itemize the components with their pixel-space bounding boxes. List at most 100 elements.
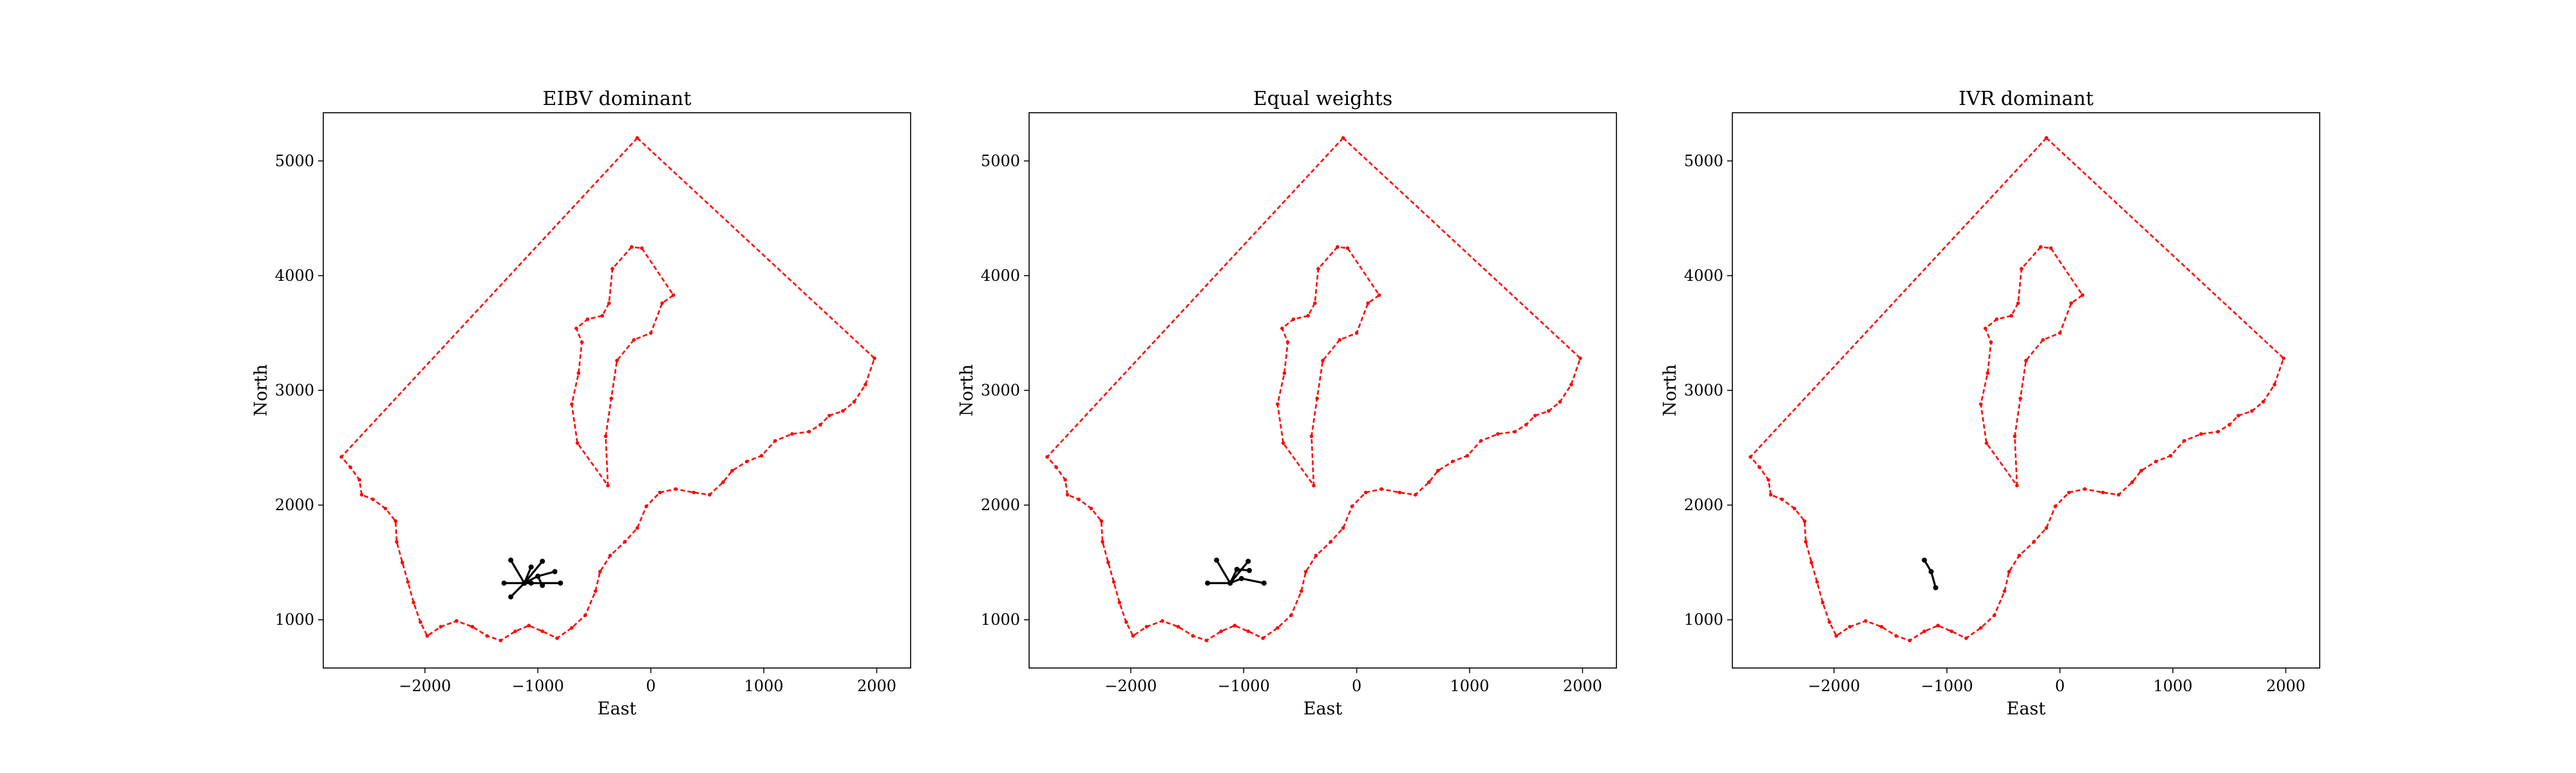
boundary-inner-point: [2015, 484, 2019, 488]
boundary-outer-point: [470, 625, 475, 629]
boundary-inner-point: [611, 267, 614, 271]
boundary-outer-point: [395, 540, 399, 544]
boundary-outer-point: [359, 493, 364, 497]
boundary-outer-point: [1414, 493, 1417, 497]
y-tick-label: 1000: [981, 611, 1020, 629]
boundary-outer-point: [1427, 480, 1431, 484]
boundary-inner-point: [2024, 358, 2028, 363]
boundary-outer-point: [1757, 465, 1761, 470]
boundary-inner-point: [600, 314, 604, 318]
y-axis-label: North: [251, 364, 271, 416]
boundary-outer-point: [674, 487, 677, 491]
boundary-outer-point: [1099, 519, 1104, 523]
path-point: [535, 573, 541, 579]
boundary-outer-point: [425, 634, 430, 638]
boundary-outer-point: [1350, 504, 1354, 508]
panel-title: EIBV dominant: [543, 88, 692, 110]
x-tick-label: 2000: [857, 677, 896, 695]
boundary-outer-point: [1276, 625, 1280, 630]
boundary-outer-point: [498, 638, 503, 643]
path-segment: [1229, 560, 1249, 584]
x-tick-label: −2000: [1104, 677, 1157, 695]
boundary-inner-point: [630, 245, 634, 249]
x-tick-label: −1000: [512, 677, 564, 695]
boundary-outer-point: [1065, 493, 1070, 497]
boundary-outer-point: [873, 356, 876, 360]
x-tick-label: −1000: [1921, 677, 1973, 695]
boundary-inner-point: [1994, 317, 1999, 321]
path-point: [501, 580, 507, 586]
boundary-inner-point: [2049, 246, 2053, 250]
boundary-outer-point: [455, 619, 459, 623]
boundary-inner-point: [1345, 246, 1350, 250]
y-tick-label: 5000: [275, 152, 314, 170]
boundary-outer-point: [583, 613, 587, 617]
boundary-outer-point: [2182, 439, 2186, 443]
boundary-outer-point: [570, 625, 574, 630]
boundary-outer-point: [1979, 625, 1983, 630]
boundary-outer-point: [513, 629, 517, 633]
boundary-inner-point: [1280, 327, 1284, 330]
boundary-outer-point: [2002, 589, 2007, 593]
boundary-outer-point: [1513, 430, 1517, 434]
boundary-outer-point: [540, 629, 545, 633]
boundary-outer-point: [1804, 540, 1808, 544]
boundary-outer-point: [1922, 629, 1926, 633]
boundary-outer-point: [2101, 490, 2105, 495]
boundary-outer-point: [658, 490, 662, 495]
boundary-outer-point: [1219, 629, 1223, 633]
path-point: [508, 557, 514, 563]
boundary-outer-point: [400, 560, 404, 564]
boundary-outer-point: [1546, 409, 1551, 413]
boundary-outer-point: [406, 580, 410, 584]
plot-data: [1748, 136, 2286, 643]
panel-title: IVR dominant: [1958, 88, 2094, 110]
path-point: [540, 558, 545, 564]
boundary-inner-point: [1338, 338, 1342, 342]
boundary-inner-point: [639, 246, 644, 250]
boundary-inner-point: [671, 293, 676, 297]
axes-frame: [323, 112, 911, 669]
boundary-outer-point: [2236, 414, 2240, 417]
boundary-outer-point: [608, 553, 612, 558]
boundary-inner-point: [1354, 331, 1359, 335]
path-point: [1261, 580, 1267, 586]
boundary-inner-point: [1377, 293, 1381, 297]
y-tick-label: 3000: [1684, 381, 1723, 399]
x-tick-label: 1000: [2153, 677, 2192, 695]
boundary-outer-point: [1450, 459, 1455, 464]
boundary-outer-point: [2053, 504, 2058, 508]
boundary-outer-point: [2007, 569, 2011, 574]
x-tick-label: 2000: [1563, 677, 1602, 695]
boundary-outer-point: [2273, 383, 2277, 386]
boundary-outer-point: [1131, 634, 1135, 638]
boundary-inner-point: [607, 301, 611, 305]
boundary-outer-point: [2032, 540, 2036, 544]
y-tick-label: 5000: [981, 152, 1020, 170]
boundary-outer-point: [1748, 455, 1752, 459]
boundary-outer-point: [635, 526, 639, 530]
boundary-outer-point: [1908, 638, 1912, 643]
boundary-inner-point: [1285, 340, 1290, 344]
x-tick-label: −2000: [399, 677, 451, 695]
plot-data: [339, 136, 876, 643]
y-tick-label: 5000: [1684, 152, 1723, 170]
boundary-outer-point: [1558, 400, 1562, 404]
boundary-outer-line: [1749, 137, 2285, 642]
boundary-outer-point: [393, 519, 398, 523]
x-axis-label: East: [2007, 699, 2046, 719]
boundary-inner-point: [1985, 371, 1990, 376]
boundary-inner-point: [580, 340, 584, 344]
boundary-inner-point: [1312, 301, 1317, 305]
boundary-inner-point: [660, 301, 664, 305]
boundary-outer-point: [1821, 600, 1825, 605]
boundary-outer-point: [2139, 468, 2143, 473]
boundary-outer-point: [1124, 620, 1128, 624]
y-tick-label: 3000: [275, 381, 314, 399]
path-point: [1205, 580, 1211, 586]
y-tick-label: 2000: [981, 496, 1020, 514]
boundary-inner-point: [1989, 340, 1993, 344]
boundary-outer-point: [1578, 356, 1582, 360]
boundary-outer-point: [1233, 624, 1236, 627]
